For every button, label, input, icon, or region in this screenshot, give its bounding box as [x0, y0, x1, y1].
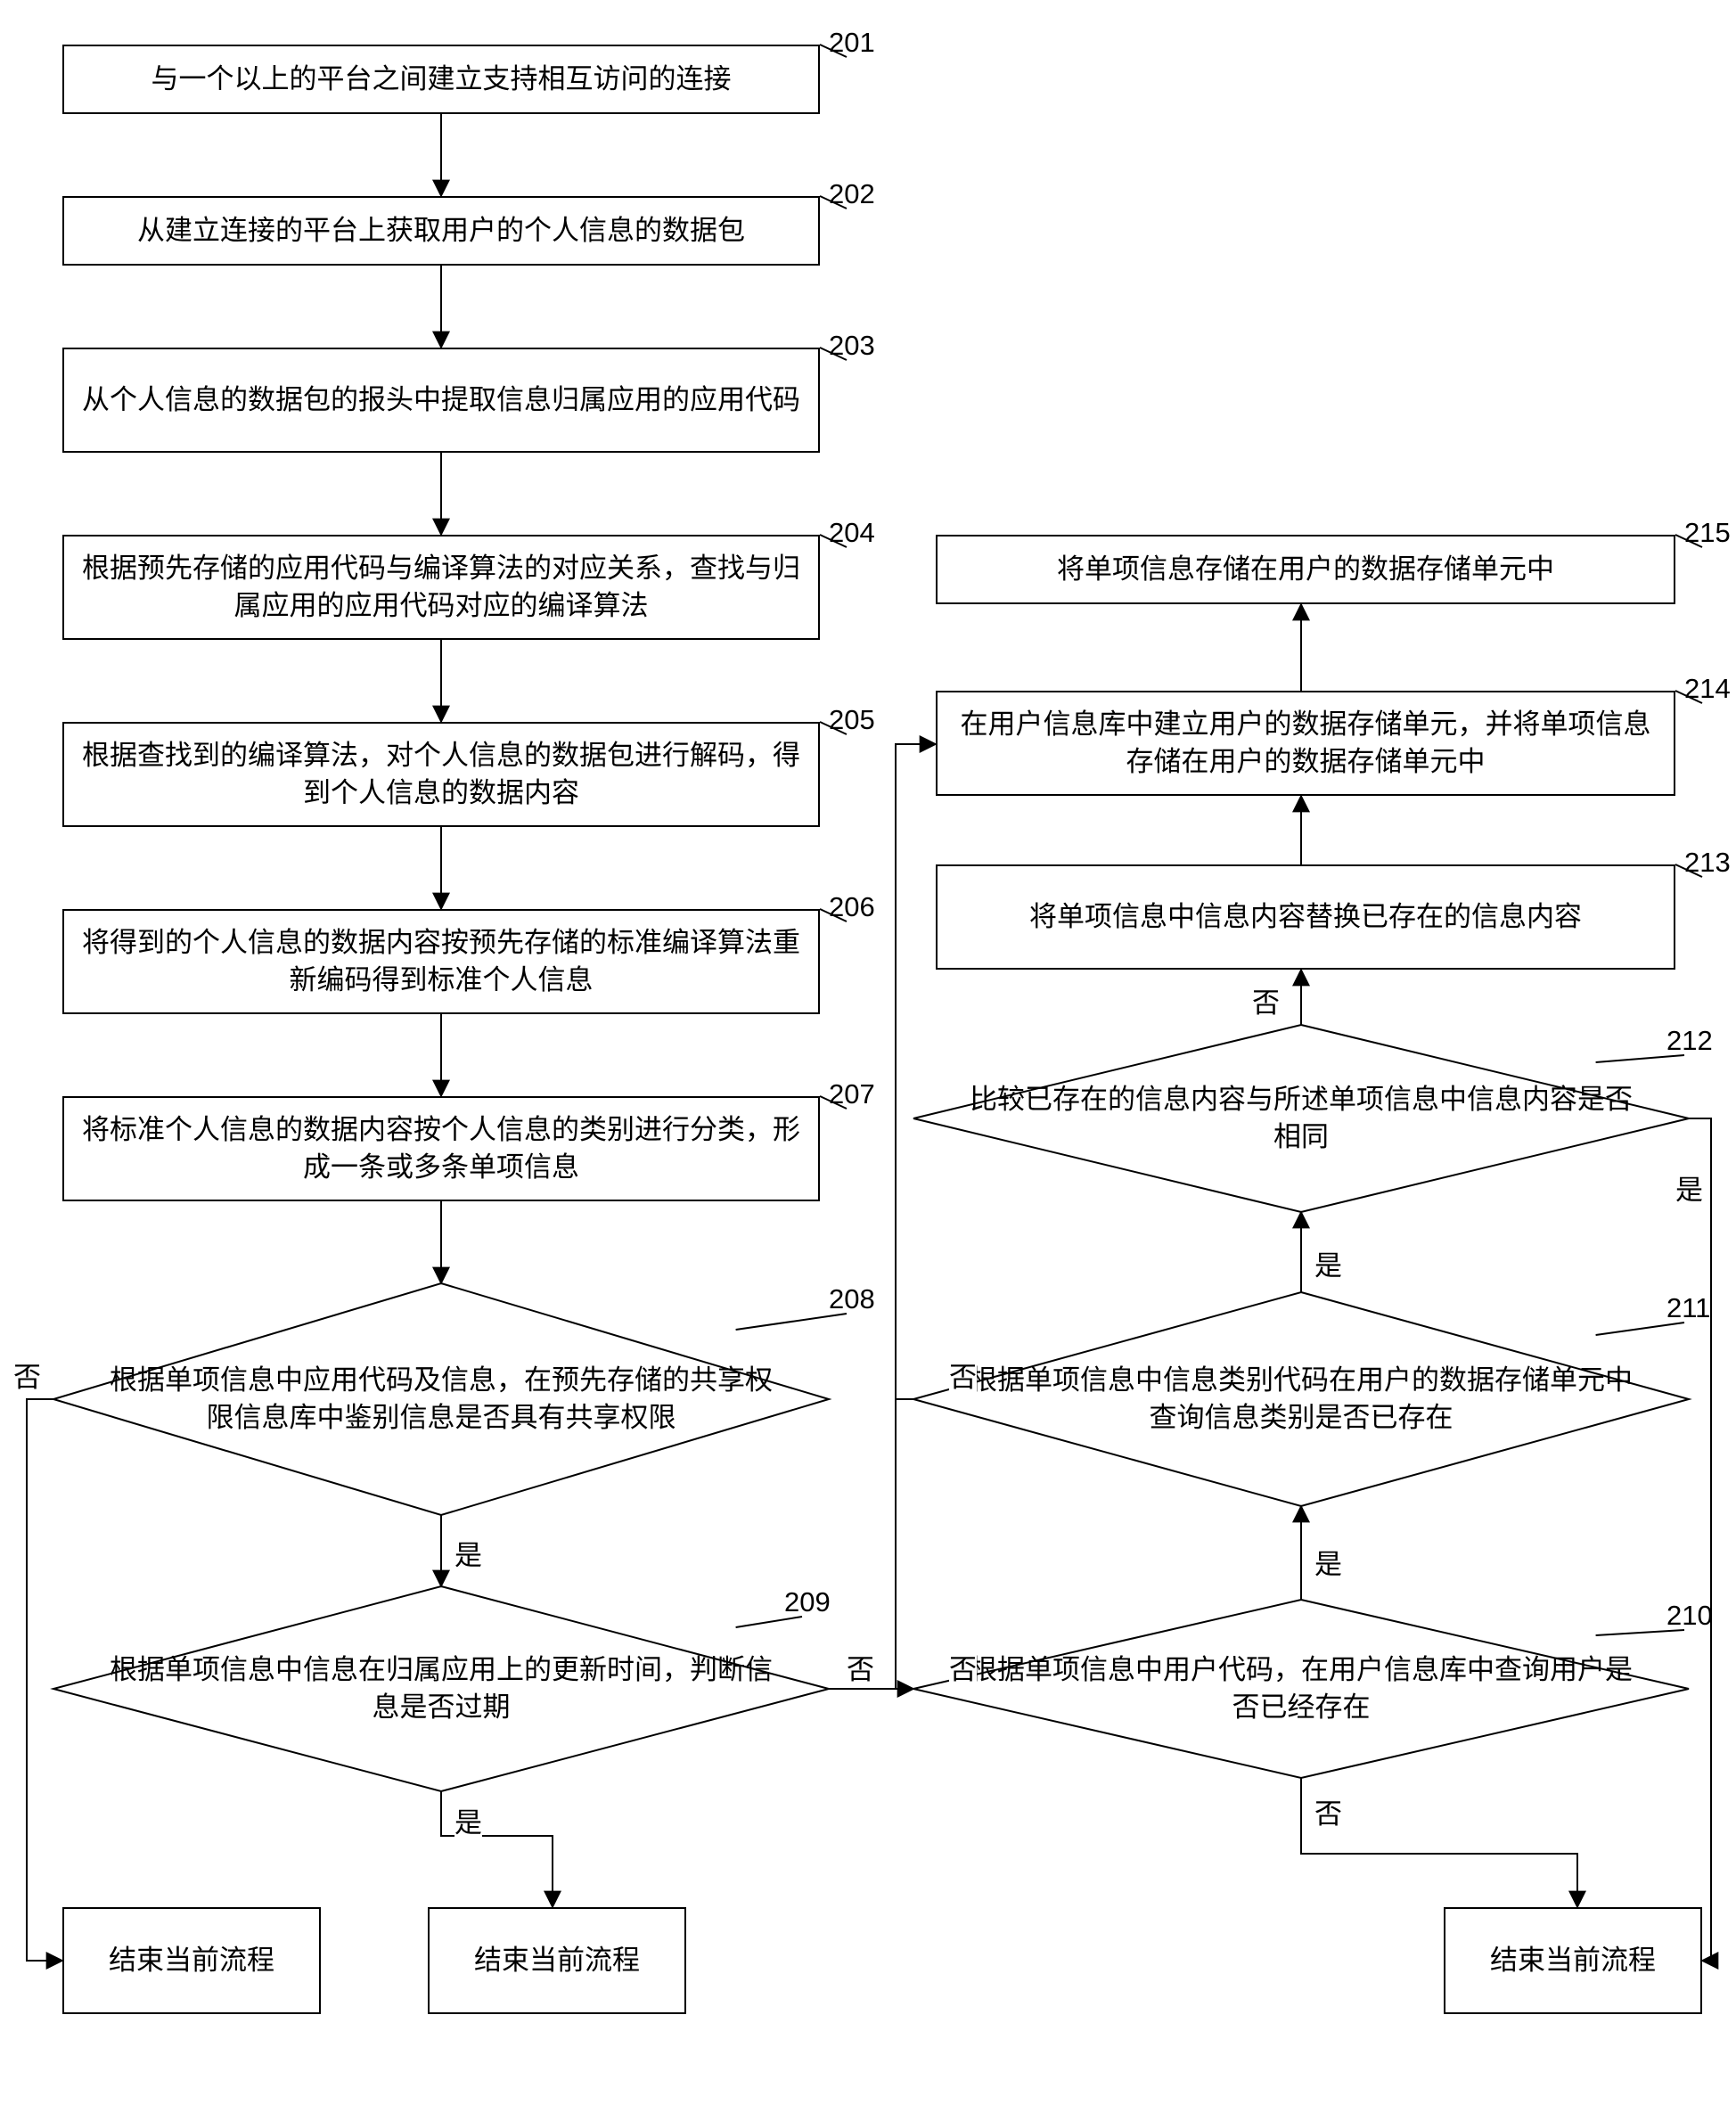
flow-node-n206: 将得到的个人信息的数据内容按预先存储的标准编译算法重新编码得到标准个人信息 [62, 909, 820, 1014]
node-text: 根据预先存储的应用代码与编译算法的对应关系，查找与归属应用的应用代码对应的编译算… [80, 550, 802, 625]
node-text: 与一个以上的平台之间建立支持相互访问的连接 [151, 61, 732, 98]
edge-label-13: 是 [1314, 1243, 1342, 1283]
step-number-n210: 210 [1666, 1600, 1713, 1632]
node-text: 结束当前流程 [474, 1942, 640, 1979]
flow-node-end2: 结束当前流程 [428, 1907, 686, 2014]
edge-12 [896, 744, 936, 1689]
step-number-n215: 215 [1684, 517, 1731, 549]
node-text: 将单项信息中信息内容替换已存在的信息内容 [1029, 898, 1582, 936]
edge-label-8: 否 [13, 1355, 41, 1395]
step-number-n208: 208 [829, 1283, 875, 1315]
flow-node-n213: 将单项信息中信息内容替换已存在的信息内容 [936, 864, 1675, 970]
step-number-n201: 201 [829, 27, 875, 59]
node-text: 将标准个人信息的数据内容按个人信息的类别进行分类，形成一条或多条单项信息 [80, 1111, 802, 1186]
flow-node-n204: 根据预先存储的应用代码与编译算法的对应关系，查找与归属应用的应用代码对应的编译算… [62, 535, 820, 640]
edge-label-19: 否 [1314, 1791, 1342, 1831]
node-text: 将单项信息存储在用户的数据存储单元中 [1057, 551, 1554, 588]
step-number-n212: 212 [1666, 1025, 1713, 1057]
node-text: 结束当前流程 [109, 1942, 274, 1979]
step-number-n202: 202 [829, 178, 875, 210]
node-text: 根据单项信息中应用代码及信息，在预先存储的共享权限信息库中鉴别信息是否具有共享权… [98, 1362, 784, 1437]
node-text: 结束当前流程 [1490, 1942, 1656, 1979]
flow-node-n211: 根据单项信息中信息类别代码在用户的数据存储单元中查询信息类别是否已存在 [913, 1292, 1689, 1506]
step-number-n207: 207 [829, 1078, 875, 1110]
flow-node-end3: 结束当前流程 [1444, 1907, 1702, 2014]
edge-label-9: 是 [454, 1800, 482, 1840]
flowchart-canvas: 与一个以上的平台之间建立支持相互访问的连接 201 从建立连接的平台上获取用户的个人… [0, 0, 1736, 2105]
flow-node-n212: 比较已存在的信息内容与所述单项信息中信息内容是否相同 [913, 1025, 1689, 1212]
step-number-n206: 206 [829, 891, 875, 923]
flow-node-n210: 根据单项信息中用户代码，在用户信息库中查询用户是否已经存在 [913, 1600, 1689, 1778]
step-number-n213: 213 [1684, 847, 1731, 879]
flow-node-n203: 从个人信息的数据包的报头中提取信息归属应用的应用代码 [62, 348, 820, 453]
edge-19 [1301, 1778, 1577, 1907]
edge-16 [1689, 1118, 1711, 1961]
node-text: 从建立连接的平台上获取用户的个人信息的数据包 [137, 212, 745, 250]
edge-label-11: 是 [1314, 1542, 1342, 1582]
flow-node-n201: 与一个以上的平台之间建立支持相互访问的连接 [62, 45, 820, 114]
step-number-n214: 214 [1684, 673, 1731, 705]
node-text: 将得到的个人信息的数据内容按预先存储的标准编译算法重新编码得到标准个人信息 [80, 924, 802, 999]
edge-label-14: 否 [949, 1355, 977, 1395]
node-text: 从个人信息的数据包的报头中提取信息归属应用的应用代码 [82, 381, 800, 419]
edge-label-15: 否 [1252, 980, 1280, 1020]
flow-node-n214: 在用户信息库中建立用户的数据存储单元，并将单项信息存储在用户的数据存储单元中 [936, 691, 1675, 796]
step-number-n211: 211 [1666, 1292, 1710, 1324]
node-text: 比较已存在的信息内容与所述单项信息中信息内容是否相同 [958, 1081, 1644, 1156]
flow-node-n208: 根据单项信息中应用代码及信息，在预先存储的共享权限信息库中鉴别信息是否具有共享权… [53, 1283, 829, 1515]
step-number-n204: 204 [829, 517, 875, 549]
flow-node-n205: 根据查找到的编译算法，对个人信息的数据包进行解码，得到个人信息的数据内容 [62, 722, 820, 827]
edge-label-16: 是 [1675, 1167, 1703, 1208]
edge-label-10: 否 [847, 1647, 874, 1687]
node-text: 根据单项信息中信息类别代码在用户的数据存储单元中查询信息类别是否已存在 [958, 1362, 1644, 1437]
edge-label-12: 否 [949, 1647, 977, 1687]
step-number-n203: 203 [829, 330, 875, 362]
edge-label-7: 是 [454, 1533, 482, 1573]
flow-node-n209: 根据单项信息中信息在归属应用上的更新时间，判断信息是否过期 [53, 1586, 829, 1791]
node-text: 根据单项信息中用户代码，在用户信息库中查询用户是否已经存在 [958, 1651, 1644, 1726]
flow-node-n215: 将单项信息存储在用户的数据存储单元中 [936, 535, 1675, 604]
flow-node-n202: 从建立连接的平台上获取用户的个人信息的数据包 [62, 196, 820, 266]
step-number-n205: 205 [829, 704, 875, 736]
node-text: 根据查找到的编译算法，对个人信息的数据包进行解码，得到个人信息的数据内容 [80, 737, 802, 812]
node-text: 在用户信息库中建立用户的数据存储单元，并将单项信息存储在用户的数据存储单元中 [954, 706, 1658, 781]
flow-node-end1: 结束当前流程 [62, 1907, 321, 2014]
flow-node-n207: 将标准个人信息的数据内容按个人信息的类别进行分类，形成一条或多条单项信息 [62, 1096, 820, 1201]
step-number-n209: 209 [784, 1586, 831, 1618]
node-text: 根据单项信息中信息在归属应用上的更新时间，判断信息是否过期 [98, 1651, 784, 1726]
